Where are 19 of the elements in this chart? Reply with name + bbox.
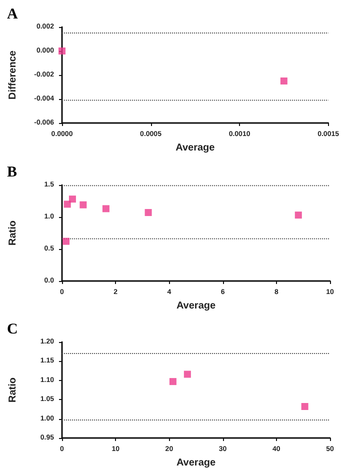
point [64, 200, 71, 208]
y-axis-title: Ratio [8, 378, 18, 403]
y-axis-title: Ratio [8, 220, 18, 246]
chart-title: A [7, 6, 18, 22]
point [301, 403, 308, 410]
x-axis-title: Average [176, 458, 216, 469]
point [294, 211, 302, 218]
point [144, 208, 152, 216]
y-axis-title: Difference [8, 50, 18, 100]
point [68, 195, 76, 202]
point [169, 378, 176, 386]
chart-title: B [7, 164, 18, 180]
x-axis-title: Average [176, 142, 216, 154]
point [102, 204, 110, 212]
x-axis-title: Average [176, 300, 216, 312]
point [62, 237, 70, 244]
chart-title: C [7, 322, 18, 338]
point [184, 371, 191, 378]
point [80, 200, 87, 208]
